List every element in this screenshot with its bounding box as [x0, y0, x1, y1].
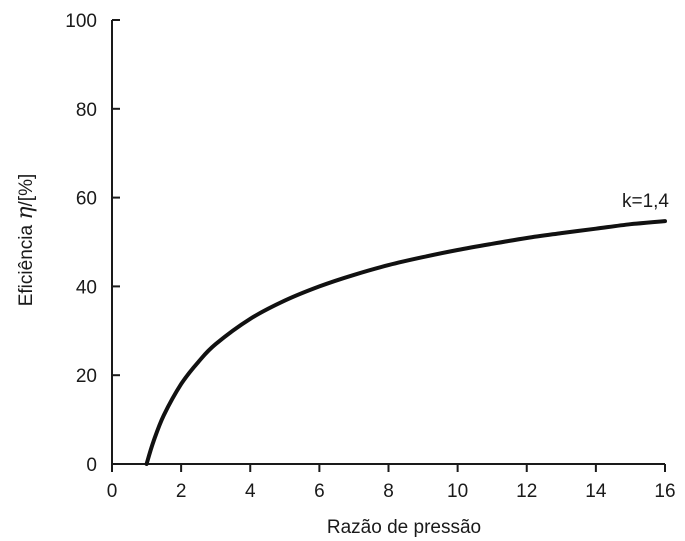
x-tick-label: 0 [107, 481, 118, 502]
plot-area: k=1,4 [144, 191, 669, 466]
y-tick-label: 100 [65, 11, 97, 32]
y-tick-label: 80 [76, 100, 97, 121]
y-axis-label-prefix: Eficiência [16, 220, 37, 307]
y-tick-label: 20 [76, 366, 97, 387]
y-tick-label: 40 [76, 277, 97, 298]
x-tick-label: 2 [176, 481, 187, 502]
y-axis-label: Eficiência η/[%] [13, 174, 38, 307]
efficiency-curve [144, 219, 667, 466]
series-label: k=1,4 [622, 191, 669, 212]
x-tick-label: 16 [654, 481, 675, 502]
x-axis-label: Razão de pressão [327, 517, 481, 538]
x-tick-label: 6 [314, 481, 325, 502]
x-tick-label: 8 [383, 481, 394, 502]
x-tick-label: 4 [245, 481, 256, 502]
y-tick-label: 0 [86, 455, 97, 476]
x-tick-label: 14 [585, 481, 607, 502]
x-tick-label: 10 [447, 481, 468, 502]
x-axis-ticks: 0 2 4 6 8 10 12 14 16 [107, 464, 676, 502]
y-tick-label: 60 [76, 189, 97, 210]
axes [111, 20, 665, 465]
y-axis-label-suffix: /[%] [16, 174, 37, 207]
eta-symbol: η [13, 206, 38, 219]
x-tick-label: 12 [516, 481, 537, 502]
y-axis-ticks: 0 20 40 60 80 100 [65, 11, 120, 476]
